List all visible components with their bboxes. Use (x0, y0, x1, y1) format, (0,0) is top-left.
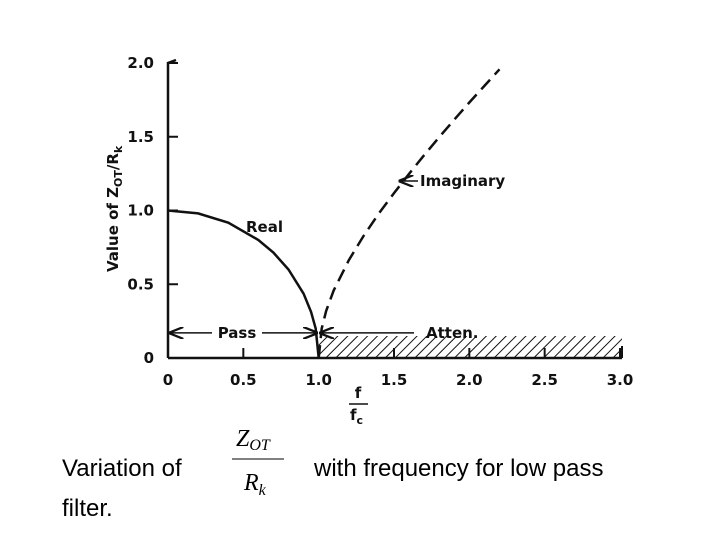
caption-text: filter. (62, 495, 113, 522)
y-axis-label-part: /R (104, 153, 122, 170)
annotation: Atten. (426, 324, 479, 342)
x-tick-label: 0.5 (230, 371, 257, 389)
chart: 0 0.5 1.0 1.5 2.0 0 0.5 1.0 1.5 2.0 2.5 3.0 Value of… (104, 54, 633, 427)
series-line (167, 209, 320, 359)
caption-text: with frequency for low pass (313, 455, 603, 482)
caption-text: Variation of (62, 455, 182, 482)
x-axis-label: fc (350, 406, 363, 427)
x-tick-label: 2.0 (456, 371, 483, 389)
y-tick-label: 2.0 (127, 54, 154, 72)
series-label: Imaginary (420, 172, 505, 190)
y-axis-label-part: k (112, 145, 125, 153)
annotation: Pass (218, 324, 257, 342)
y-tick-label: 0.5 (127, 275, 154, 293)
x-tick-label: 1.5 (381, 371, 408, 389)
x-tick-label: 2.5 (531, 371, 558, 389)
x-tick-label: 1.0 (305, 371, 332, 389)
caption: Variation of filter. ZOT Rk with frequen… (62, 426, 603, 522)
series-label: Real (246, 218, 283, 236)
y-axis (166, 58, 177, 358)
y-axis-label-part: Value of Z (104, 187, 122, 272)
y-tick-label: 1.5 (127, 128, 154, 146)
x-tick-label: 3.0 (607, 371, 634, 389)
y-axis-label-part: OT (112, 170, 125, 187)
x-axis-label-part: c (357, 414, 364, 427)
x-axis-label: f (355, 384, 362, 402)
fraction-numerator: ZOT (236, 426, 271, 454)
fraction-denominator: Rk (243, 470, 267, 499)
y-tick-label: 0 (144, 349, 154, 367)
x-tick-label: 0 (163, 371, 173, 389)
y-tick-label: 1.0 (127, 202, 154, 220)
y-axis-label: Value of ZOT/Rk (104, 145, 125, 272)
x-axis-label-part: f (350, 406, 357, 424)
series-line (317, 68, 501, 359)
